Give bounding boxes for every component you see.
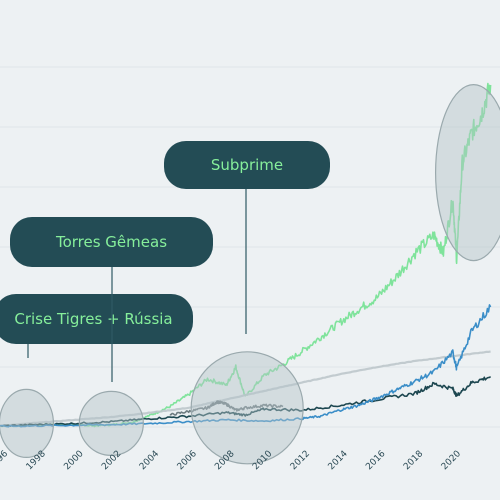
series-group xyxy=(0,82,492,428)
callout-box xyxy=(0,294,193,344)
callout-label: Crise Tigres + Rússia xyxy=(14,310,172,328)
series-line-0 xyxy=(0,82,492,428)
series-line-1 xyxy=(0,350,491,427)
x-tick-label: 2006 xyxy=(176,449,199,472)
series-line-3 xyxy=(0,375,492,427)
callout-label: Torres Gêmeas xyxy=(55,233,167,251)
x-tick-label: 2020 xyxy=(440,449,463,472)
x-tick-label: 1996 xyxy=(0,449,10,472)
callout-box xyxy=(164,141,330,189)
highlight-circle xyxy=(0,388,55,458)
x-tick-label: 2014 xyxy=(327,449,350,472)
callout-box xyxy=(10,217,213,267)
callouts: Crise Tigres + Rússia Torres Gêmeas Subpri… xyxy=(0,141,330,382)
x-tick-label: 2000 xyxy=(62,449,85,472)
x-tick-label: 2018 xyxy=(402,449,425,472)
highlight-circles xyxy=(0,84,500,465)
x-axis: 1996 1998 2000 2002 2004 2006 2008 2010 2012 2014… xyxy=(0,449,463,472)
x-tick-label: 2016 xyxy=(364,449,387,472)
x-tick-label: 2012 xyxy=(289,449,312,472)
highlight-circle xyxy=(434,84,500,262)
series-line-4 xyxy=(0,304,492,428)
series-line-2 xyxy=(169,400,284,416)
x-tick-label: 2004 xyxy=(138,449,161,472)
highlight-circle xyxy=(190,351,304,465)
callout-label: Subprime xyxy=(211,156,283,174)
highlight-circle xyxy=(78,390,144,456)
